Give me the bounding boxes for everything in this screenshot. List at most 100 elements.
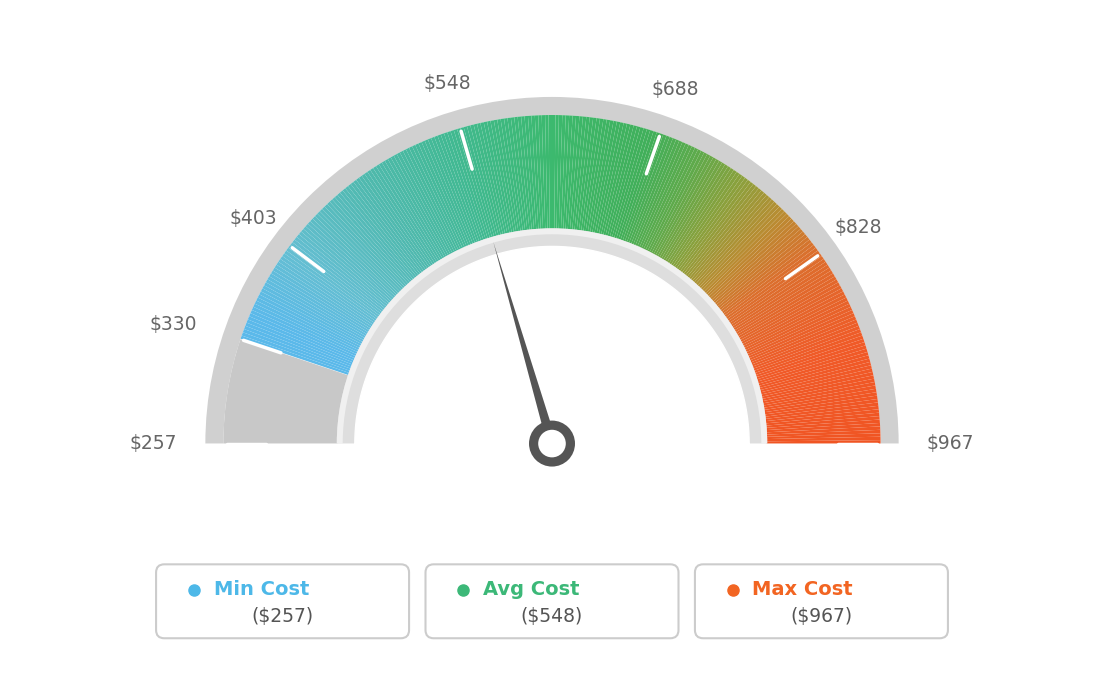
Wedge shape [639, 144, 689, 249]
Wedge shape [756, 348, 868, 384]
Wedge shape [756, 345, 867, 382]
Wedge shape [521, 116, 534, 231]
Wedge shape [660, 161, 722, 261]
Wedge shape [391, 156, 449, 257]
Wedge shape [734, 273, 835, 335]
Wedge shape [315, 214, 400, 296]
Wedge shape [681, 182, 753, 275]
Wedge shape [266, 279, 367, 339]
Wedge shape [753, 333, 862, 373]
Wedge shape [261, 288, 364, 344]
Wedge shape [729, 259, 826, 326]
Wedge shape [293, 239, 384, 313]
Wedge shape [703, 211, 787, 294]
Wedge shape [437, 135, 479, 244]
Wedge shape [693, 197, 772, 285]
Wedge shape [425, 139, 471, 247]
Wedge shape [701, 209, 784, 293]
Wedge shape [259, 291, 363, 346]
Wedge shape [418, 142, 467, 248]
Wedge shape [744, 301, 849, 353]
Wedge shape [585, 119, 607, 233]
Wedge shape [357, 178, 426, 272]
Wedge shape [605, 126, 637, 237]
Wedge shape [765, 433, 881, 439]
Wedge shape [741, 291, 845, 346]
Wedge shape [765, 430, 880, 437]
Wedge shape [223, 339, 350, 444]
Wedge shape [598, 123, 627, 236]
Wedge shape [394, 154, 452, 257]
Wedge shape [755, 342, 866, 380]
Wedge shape [308, 221, 395, 301]
Wedge shape [205, 97, 899, 444]
Wedge shape [276, 262, 374, 327]
Wedge shape [657, 157, 716, 259]
Wedge shape [764, 402, 879, 419]
Wedge shape [325, 204, 406, 289]
Wedge shape [601, 124, 630, 236]
Wedge shape [508, 117, 526, 232]
Wedge shape [348, 184, 421, 276]
Wedge shape [614, 129, 650, 239]
Text: $403: $403 [230, 208, 277, 228]
Wedge shape [762, 382, 875, 406]
Wedge shape [310, 219, 396, 299]
Wedge shape [757, 352, 869, 386]
Wedge shape [626, 136, 670, 244]
Wedge shape [388, 157, 447, 259]
Wedge shape [467, 126, 499, 237]
Wedge shape [649, 151, 704, 255]
Wedge shape [337, 228, 767, 444]
Wedge shape [403, 149, 457, 253]
Wedge shape [576, 117, 593, 232]
Wedge shape [762, 379, 874, 404]
Wedge shape [758, 362, 871, 393]
Wedge shape [765, 426, 880, 435]
Wedge shape [252, 307, 358, 357]
Wedge shape [628, 137, 673, 245]
Wedge shape [746, 307, 852, 357]
Wedge shape [301, 229, 391, 306]
Wedge shape [607, 126, 640, 238]
Wedge shape [740, 285, 841, 343]
Wedge shape [270, 270, 371, 333]
Wedge shape [728, 256, 824, 324]
Wedge shape [330, 199, 410, 286]
Wedge shape [457, 128, 492, 239]
Wedge shape [700, 206, 782, 291]
Wedge shape [704, 214, 789, 296]
Wedge shape [731, 265, 829, 329]
Text: $257: $257 [130, 434, 178, 453]
FancyBboxPatch shape [156, 564, 410, 638]
Wedge shape [760, 365, 872, 395]
Wedge shape [645, 148, 698, 253]
Wedge shape [304, 226, 392, 304]
Wedge shape [603, 124, 634, 237]
Wedge shape [647, 149, 701, 253]
FancyBboxPatch shape [425, 564, 679, 638]
Wedge shape [574, 117, 590, 231]
Wedge shape [563, 115, 573, 230]
Wedge shape [428, 138, 474, 246]
Wedge shape [609, 127, 644, 239]
Wedge shape [243, 329, 352, 371]
Wedge shape [635, 141, 682, 248]
Wedge shape [353, 180, 425, 273]
Wedge shape [284, 250, 379, 320]
Wedge shape [707, 216, 792, 297]
Wedge shape [561, 115, 570, 230]
Wedge shape [742, 295, 847, 348]
Wedge shape [697, 201, 777, 288]
Text: $967: $967 [926, 434, 974, 453]
Wedge shape [764, 406, 879, 422]
Wedge shape [625, 135, 667, 244]
Wedge shape [327, 201, 407, 288]
Wedge shape [454, 129, 490, 239]
Wedge shape [637, 142, 686, 248]
Wedge shape [720, 239, 811, 313]
Wedge shape [673, 174, 742, 270]
FancyBboxPatch shape [694, 564, 948, 638]
Wedge shape [747, 310, 853, 359]
Wedge shape [757, 355, 869, 388]
